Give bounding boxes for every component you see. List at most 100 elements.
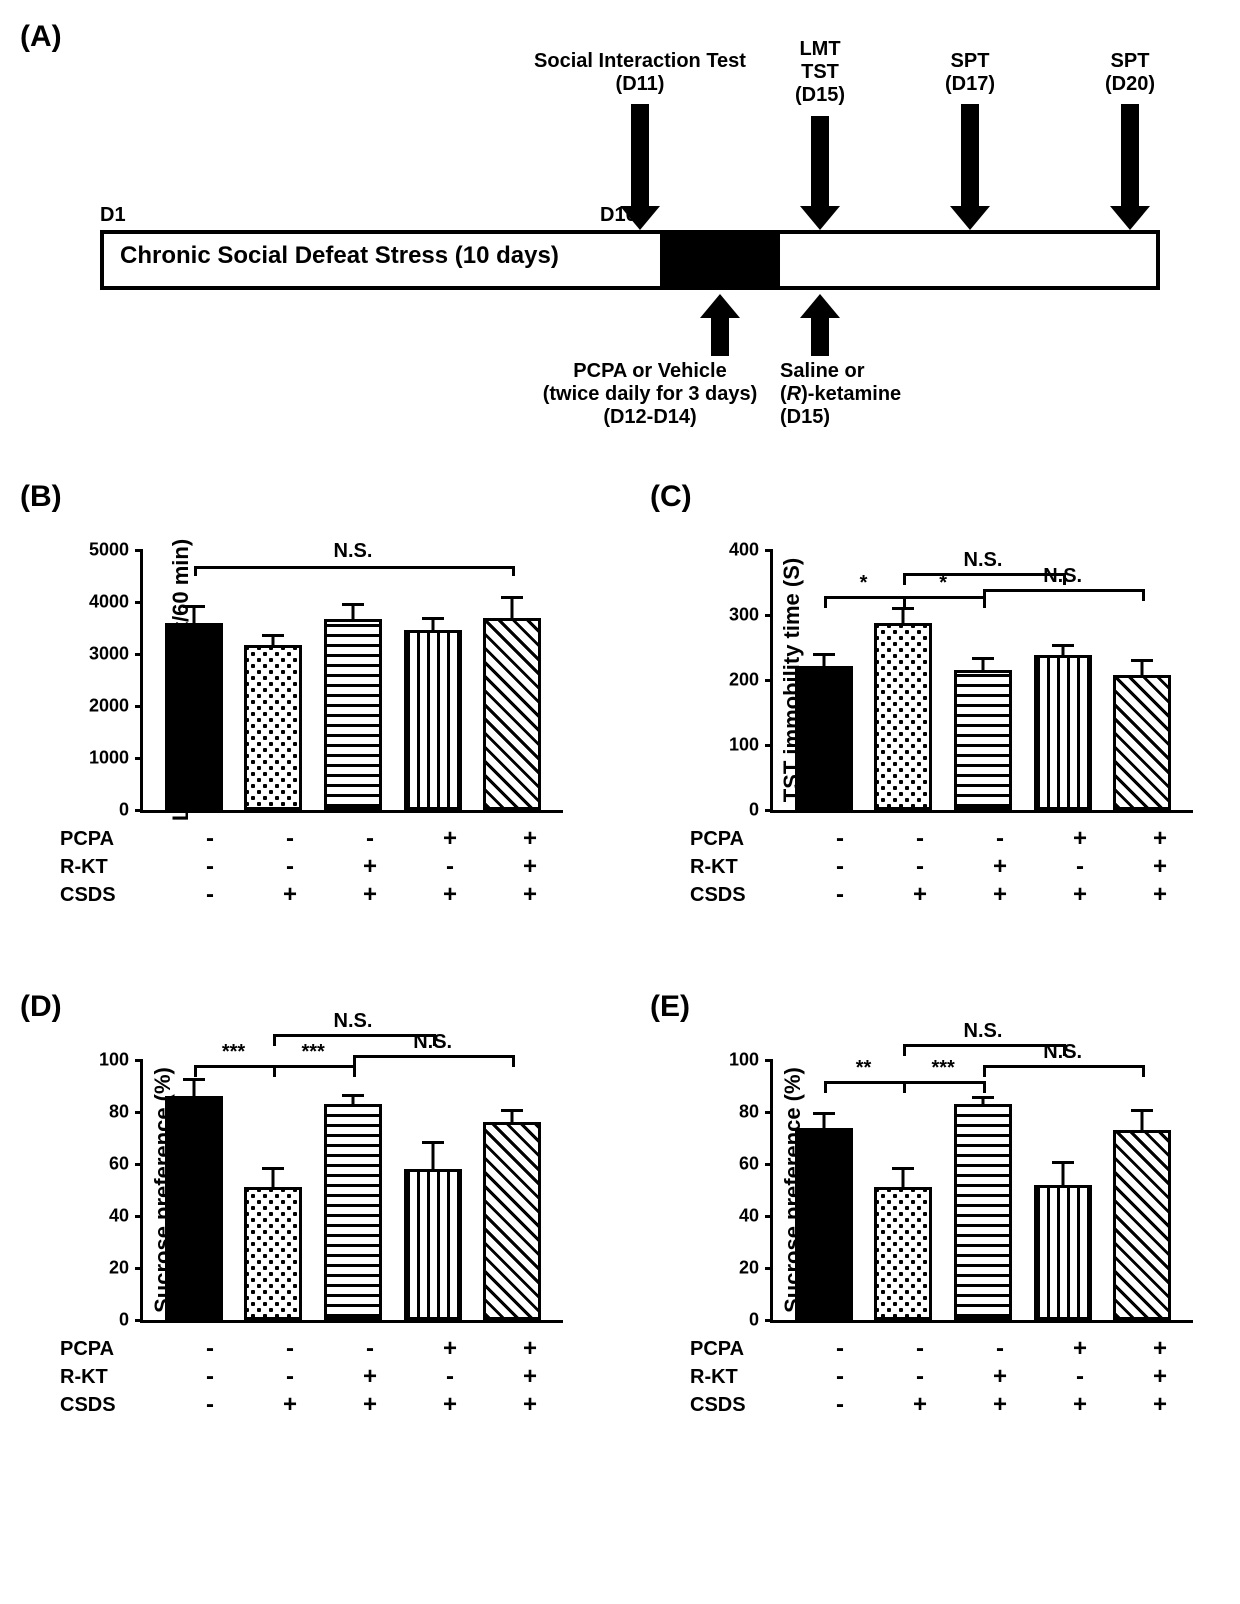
condition-cell: -: [960, 1335, 1040, 1363]
condition-cell: -: [800, 825, 880, 853]
condition-cell: -: [170, 1391, 250, 1419]
y-tick-label: 60: [739, 1154, 759, 1175]
timeline-top-event: SPT(D20): [990, 50, 1240, 96]
y-tick: [765, 744, 773, 747]
condition-label: CSDS: [60, 1394, 170, 1417]
bar: [1113, 1130, 1171, 1320]
condition-row: PCPA---++: [690, 825, 1200, 853]
y-tick: [765, 1163, 773, 1166]
y-tick: [135, 1319, 143, 1322]
bar: [795, 1128, 853, 1320]
y-tick: [765, 1111, 773, 1114]
figure: (A) D1 D10 Chronic Social Defeat Stress …: [20, 20, 1220, 1470]
condition-cell: +: [1040, 1391, 1120, 1419]
y-tick: [135, 1059, 143, 1062]
y-tick-label: 1000: [89, 748, 129, 769]
condition-label: R-KT: [60, 856, 170, 879]
condition-cell: +: [1120, 1363, 1200, 1391]
condition-label: R-KT: [60, 1366, 170, 1389]
condition-cell: +: [410, 1391, 490, 1419]
condition-cell: +: [490, 1335, 570, 1363]
y-tick: [135, 705, 143, 708]
panel-d: (D) Sucrose preference (%) 020406080100*…: [20, 990, 590, 1470]
bar: [1034, 1185, 1092, 1320]
condition-cell: +: [410, 825, 490, 853]
condition-cell: -: [880, 1335, 960, 1363]
panel-c-conditions: PCPA---++R-KT--+-+CSDS-++++: [690, 825, 1200, 909]
bar: [404, 630, 462, 810]
y-tick-label: 0: [119, 1310, 129, 1331]
condition-label: CSDS: [60, 884, 170, 907]
bar: [483, 1122, 541, 1320]
panel-b-conditions: PCPA---++R-KT--+-+CSDS-++++: [60, 825, 570, 909]
y-tick-label: 100: [99, 1050, 129, 1071]
timeline-bottom-event: Saline or(R)-ketamine(D15): [780, 360, 1060, 429]
timeline-bottom-event: PCPA or Vehicle(twice daily for 3 days)(…: [510, 360, 790, 429]
condition-row: R-KT--+-+: [690, 853, 1200, 881]
condition-cell: +: [1120, 853, 1200, 881]
condition-cell: -: [250, 1363, 330, 1391]
panel-c-label: (C): [650, 480, 692, 514]
condition-cell: +: [250, 881, 330, 909]
bar: [1034, 655, 1092, 810]
timeline-treatment-block: [660, 234, 780, 286]
bar: [874, 1187, 932, 1320]
bar: [954, 1104, 1012, 1320]
y-tick-label: 0: [749, 1310, 759, 1331]
condition-label: CSDS: [690, 884, 800, 907]
y-tick-label: 200: [729, 670, 759, 691]
panel-c: (C) TST immobility time (S) 010020030040…: [650, 480, 1220, 960]
y-tick-label: 60: [109, 1154, 129, 1175]
panel-d-conditions: PCPA---++R-KT--+-+CSDS-++++: [60, 1335, 570, 1419]
condition-cell: -: [250, 825, 330, 853]
y-tick: [135, 1111, 143, 1114]
panel-e: (E) Sucrose preference (%) 020406080100*…: [650, 990, 1220, 1470]
condition-cell: -: [800, 1391, 880, 1419]
condition-cell: +: [490, 1391, 570, 1419]
condition-row: R-KT--+-+: [690, 1363, 1200, 1391]
condition-cell: -: [250, 853, 330, 881]
y-tick: [135, 549, 143, 552]
y-tick: [135, 1215, 143, 1218]
y-tick-label: 80: [109, 1102, 129, 1123]
panel-e-plot: 020406080100*****N.S.N.S.: [770, 1060, 1193, 1323]
bar: [324, 619, 382, 810]
y-tick-label: 80: [739, 1102, 759, 1123]
panel-a-label: (A): [20, 20, 62, 54]
condition-row: R-KT--+-+: [60, 853, 570, 881]
y-tick-label: 40: [739, 1206, 759, 1227]
condition-cell: +: [1040, 825, 1120, 853]
y-tick-label: 400: [729, 540, 759, 561]
panel-e-conditions: PCPA---++R-KT--+-+CSDS-++++: [690, 1335, 1200, 1419]
y-tick-label: 5000: [89, 540, 129, 561]
y-tick: [135, 1163, 143, 1166]
condition-cell: +: [1120, 825, 1200, 853]
bar: [165, 623, 223, 810]
bar: [404, 1169, 462, 1320]
y-tick: [135, 601, 143, 604]
condition-cell: -: [800, 1335, 880, 1363]
panel-d-plot: 020406080100******N.S.N.S.: [140, 1060, 563, 1323]
condition-cell: +: [960, 881, 1040, 909]
condition-row: PCPA---++: [690, 1335, 1200, 1363]
bar: [954, 670, 1012, 810]
bar: [483, 618, 541, 810]
bar: [165, 1096, 223, 1320]
panel-d-label: (D): [20, 990, 62, 1024]
condition-cell: -: [410, 1363, 490, 1391]
condition-cell: +: [250, 1391, 330, 1419]
condition-cell: -: [330, 1335, 410, 1363]
condition-cell: +: [960, 1363, 1040, 1391]
condition-cell: -: [170, 853, 250, 881]
condition-cell: -: [880, 825, 960, 853]
y-tick-label: 0: [749, 800, 759, 821]
panel-b-plot: 010002000300040005000N.S.: [140, 550, 563, 813]
condition-cell: -: [1040, 853, 1120, 881]
bar: [1113, 675, 1171, 810]
condition-label: R-KT: [690, 856, 800, 879]
y-tick: [765, 809, 773, 812]
condition-row: CSDS-++++: [60, 881, 570, 909]
y-tick: [765, 679, 773, 682]
condition-cell: -: [170, 1363, 250, 1391]
condition-label: R-KT: [690, 1366, 800, 1389]
